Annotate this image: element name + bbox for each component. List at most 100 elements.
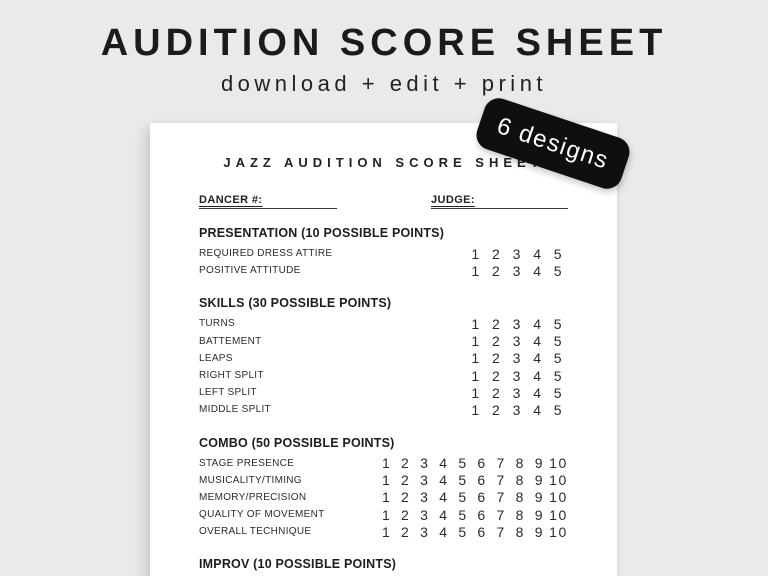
- score-number: 9: [534, 506, 544, 523]
- score-number: 10: [549, 455, 568, 472]
- score-number: 1: [471, 367, 480, 384]
- section-presentation: PRESENTATION (10 POSSIBLE POINTS) REQUIR…: [199, 226, 568, 279]
- score-number: 1: [471, 401, 480, 418]
- score-number: 7: [496, 506, 506, 523]
- score-number: 2: [492, 262, 500, 279]
- marketing-header: AUDITION SCORE SHEET download + edit + p…: [0, 0, 768, 97]
- score-row: QUALITY OF MOVEMENT 1 2 3 4 5 6 7 8 9 10: [199, 506, 568, 523]
- criterion-label: RIGHT SPLIT: [199, 370, 264, 382]
- score-number: 7: [496, 455, 506, 472]
- score-number: 1: [471, 245, 480, 262]
- score-number: 3: [512, 350, 521, 367]
- score-number: 10: [549, 506, 568, 523]
- score-number: 1: [471, 315, 480, 332]
- score-scale: 1 2 3 4 5 6 7 8 9 10: [377, 455, 568, 471]
- score-number: 4: [533, 245, 541, 262]
- score-number: 3: [420, 455, 430, 472]
- score-number: 1: [471, 350, 480, 367]
- score-number: 5: [553, 315, 562, 332]
- criterion-label: BATTEMENT: [199, 335, 262, 347]
- score-number: 4: [439, 472, 449, 489]
- score-number: 2: [401, 472, 411, 489]
- score-number: 3: [420, 489, 430, 506]
- score-number: 5: [553, 384, 562, 401]
- score-number: 8: [515, 489, 525, 506]
- score-row: OVERALL TECHNIQUE 1 2 3 4 5 6 7 8 9 10: [199, 523, 568, 540]
- score-number: 5: [458, 455, 468, 472]
- score-number: 4: [533, 367, 541, 384]
- score-number: 4: [439, 523, 449, 540]
- score-number: 9: [534, 489, 544, 506]
- score-number: 4: [439, 489, 449, 506]
- score-number: 9: [534, 472, 544, 489]
- section-heading: SKILLS (30 POSSIBLE POINTS): [199, 296, 392, 311]
- score-number: 5: [553, 401, 562, 418]
- score-number: 5: [458, 472, 468, 489]
- score-scale: 1 2 3 4 5 6 7 8 9 10: [377, 507, 568, 523]
- score-number: 1: [381, 489, 392, 506]
- score-number: 1: [381, 523, 392, 540]
- criterion-label: REQUIRED DRESS ATTIRE: [199, 248, 333, 260]
- score-number: 10: [549, 523, 568, 540]
- score-number: 4: [439, 455, 449, 472]
- score-number: 9: [534, 523, 544, 540]
- score-number: 4: [533, 333, 541, 350]
- header-fields: DANCER #: JUDGE:: [199, 194, 568, 209]
- criterion-label: POSITIVE ATTITUDE: [199, 265, 301, 277]
- score-number: 9: [534, 455, 544, 472]
- dancer-number-label: DANCER #:: [199, 194, 263, 206]
- score-number: 10: [549, 472, 568, 489]
- score-number: 2: [401, 523, 411, 540]
- score-number: 2: [401, 506, 411, 523]
- criterion-label: MEMORY/PRECISION: [199, 491, 307, 503]
- score-number: 1: [381, 455, 392, 472]
- score-number: 4: [533, 384, 541, 401]
- score-number: 2: [401, 455, 411, 472]
- product-title: AUDITION SCORE SHEET: [100, 22, 668, 64]
- score-number: 3: [512, 333, 521, 350]
- score-number: 1: [471, 262, 480, 279]
- judge-field: JUDGE:: [431, 194, 568, 209]
- score-number: 5: [553, 262, 562, 279]
- section-combo: COMBO (50 POSSIBLE POINTS) STAGE PRESENC…: [199, 436, 568, 541]
- score-number: 1: [381, 472, 392, 489]
- score-number: 5: [458, 523, 468, 540]
- score-number: 6: [477, 455, 487, 472]
- criterion-label: MIDDLE SPLIT: [199, 404, 271, 416]
- score-number: 1: [471, 384, 480, 401]
- criterion-label: OVERALL TECHNIQUE: [199, 526, 312, 538]
- score-number: 5: [553, 350, 562, 367]
- score-number: 1: [381, 506, 392, 523]
- score-number: 2: [492, 384, 500, 401]
- section-heading: PRESENTATION (10 POSSIBLE POINTS): [199, 226, 445, 240]
- score-number: 2: [492, 333, 500, 350]
- score-number: 8: [515, 472, 525, 489]
- score-number: 8: [515, 506, 525, 523]
- criterion-label: TURNS: [199, 318, 235, 330]
- score-number: 3: [420, 472, 430, 489]
- score-number: 3: [512, 367, 521, 384]
- score-number: 2: [492, 350, 500, 367]
- score-row: STAGE PRESENCE 1 2 3 4 5 6 7 8 9 10: [199, 455, 568, 472]
- score-number: 2: [492, 315, 500, 332]
- score-number: 6: [477, 489, 487, 506]
- score-number: 3: [512, 401, 521, 418]
- score-number: 2: [492, 367, 500, 384]
- score-number: 8: [515, 523, 525, 540]
- score-number: 8: [515, 455, 525, 472]
- criterion-label: LEFT SPLIT: [199, 387, 257, 399]
- criterion-label: MUSICALITY/TIMING: [199, 474, 302, 486]
